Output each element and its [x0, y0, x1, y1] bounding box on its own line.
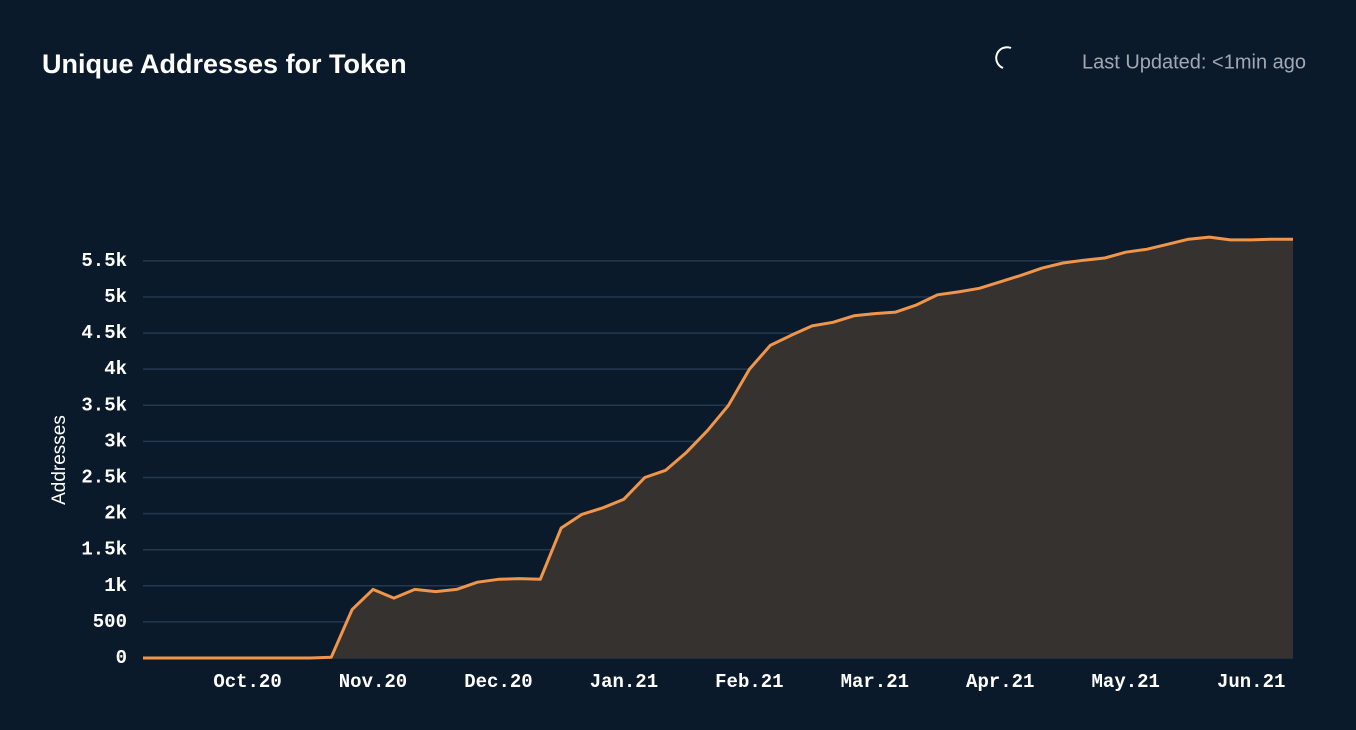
- area: [143, 237, 1293, 658]
- y-tick-label: 1.5k: [81, 539, 127, 561]
- x-tick-label: Mar.21: [841, 671, 909, 693]
- y-tick-label: 4k: [104, 358, 127, 380]
- x-tick-label: Apr.21: [966, 671, 1034, 693]
- y-axis-label: Addresses: [49, 415, 70, 505]
- y-tick-label: 500: [93, 611, 127, 633]
- y-tick-label: 5.5k: [81, 250, 127, 272]
- y-tick-label: 0: [116, 647, 127, 669]
- x-tick-label: Nov.20: [339, 671, 407, 693]
- y-tick-label: 5k: [104, 286, 127, 308]
- y-tick-label: 2k: [104, 503, 127, 525]
- x-tick-label: Dec.20: [464, 671, 532, 693]
- x-tick-label: May.21: [1092, 671, 1160, 693]
- y-tick-label: 3k: [104, 430, 127, 452]
- x-tick-label: Jun.21: [1217, 671, 1285, 693]
- x-tick-label: Feb.21: [715, 671, 783, 693]
- y-tick-label: 1k: [104, 575, 127, 597]
- line: [143, 235, 1293, 660]
- x-tick-label: Jan.21: [590, 671, 658, 693]
- y-tick-label: 3.5k: [81, 394, 127, 416]
- last-updated: Last Updated: <1min ago: [1082, 51, 1306, 73]
- chart-title: Unique Addresses for Token: [42, 49, 407, 79]
- y-tick-label: 4.5k: [81, 322, 127, 344]
- spinner: [995, 46, 1012, 69]
- y-tick-label: 2.5k: [81, 467, 127, 489]
- x-tick-label: Oct.20: [213, 671, 281, 693]
